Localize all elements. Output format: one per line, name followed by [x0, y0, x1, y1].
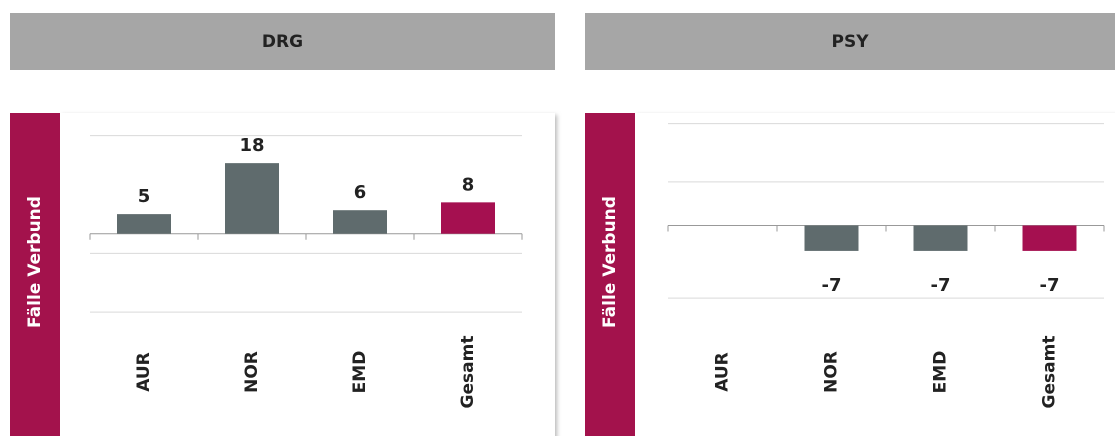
x-tick-label: NOR [822, 351, 842, 393]
data-label: -7 [931, 275, 951, 296]
bar [913, 225, 968, 251]
bar [333, 210, 387, 234]
data-label: 18 [239, 135, 264, 156]
y-axis-label: Fälle Verbund [25, 196, 45, 328]
axis-strip [10, 113, 60, 436]
bar [117, 214, 171, 234]
x-tick-label: Gesamt [458, 336, 478, 409]
x-tick-label: AUR [713, 352, 733, 392]
data-label: -7 [1040, 275, 1060, 296]
bar [441, 202, 495, 234]
y-axis-label: Fälle Verbund [600, 196, 620, 328]
panel [60, 113, 555, 436]
x-tick-label: Gesamt [1040, 336, 1060, 409]
data-label: 5 [138, 186, 151, 207]
x-tick-label: AUR [134, 352, 154, 392]
x-tick-label: EMD [931, 351, 951, 394]
chart-title: PSY [831, 32, 869, 52]
data-label: -7 [822, 275, 842, 296]
header-bar [10, 13, 555, 70]
bar [804, 225, 859, 251]
data-label: 8 [462, 174, 475, 195]
x-tick-label: NOR [242, 351, 262, 393]
bar [225, 163, 279, 234]
chart-title: DRG [262, 32, 303, 52]
axis-strip [585, 113, 635, 436]
bar [1022, 225, 1077, 251]
x-tick-label: EMD [350, 351, 370, 394]
panel [635, 113, 1115, 436]
header-bar [585, 13, 1115, 70]
data-label: 6 [354, 182, 367, 203]
